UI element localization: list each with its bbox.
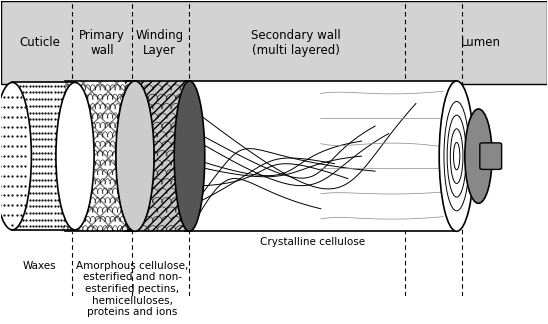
Ellipse shape xyxy=(56,82,94,230)
Bar xyxy=(2,1,546,84)
Text: Amorphous cellulose,
esterified and non-
esterified pectins,
hemicelluloses,
pro: Amorphous cellulose, esterified and non-… xyxy=(76,261,189,317)
Ellipse shape xyxy=(0,82,31,230)
Text: Crystalline cellulose: Crystalline cellulose xyxy=(260,237,365,247)
Text: Primary
wall: Primary wall xyxy=(79,29,125,57)
FancyBboxPatch shape xyxy=(480,143,501,169)
Text: Secondary wall
(multi layered): Secondary wall (multi layered) xyxy=(251,29,341,57)
Ellipse shape xyxy=(439,81,474,231)
Text: Lumen: Lumen xyxy=(461,36,501,49)
Text: Winding
Layer: Winding Layer xyxy=(135,29,184,57)
Bar xyxy=(125,81,190,231)
Ellipse shape xyxy=(465,109,492,203)
Ellipse shape xyxy=(174,81,205,231)
Ellipse shape xyxy=(116,81,154,231)
Text: Cuticle: Cuticle xyxy=(19,36,60,49)
Bar xyxy=(12,82,75,230)
Bar xyxy=(125,81,190,231)
Text: Waxes: Waxes xyxy=(22,261,56,271)
Bar xyxy=(65,81,135,231)
Bar xyxy=(65,81,135,231)
Bar xyxy=(185,81,456,231)
